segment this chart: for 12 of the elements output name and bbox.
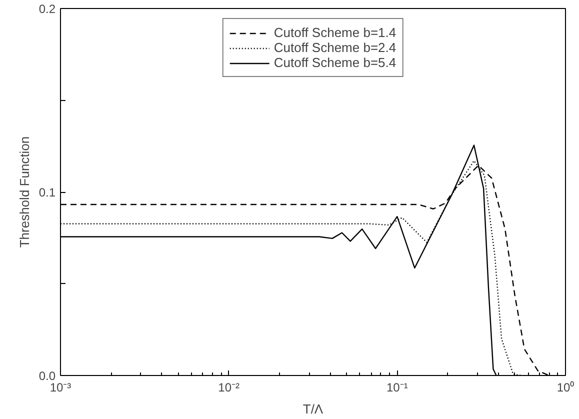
x-tick-label: 10⁻² <box>218 380 240 394</box>
legend-label: Cutoff Scheme b=1.4 <box>274 25 396 40</box>
legend-label: Cutoff Scheme b=2.4 <box>274 40 396 55</box>
y-tick-label: 0.0 <box>38 369 56 383</box>
x-tick-label: 10⁰ <box>556 380 574 394</box>
x-axis-title: T/Λ <box>302 402 324 416</box>
y-tick-label: 0.1 <box>38 186 56 200</box>
y-tick-label: 0.2 <box>38 2 56 16</box>
legend-label: Cutoff Scheme b=5.4 <box>274 55 396 70</box>
x-tick-label: 10⁻¹ <box>386 380 408 394</box>
y-axis-title: Threshold Function <box>16 136 32 248</box>
x-tick-label: 10⁻³ <box>50 380 72 394</box>
